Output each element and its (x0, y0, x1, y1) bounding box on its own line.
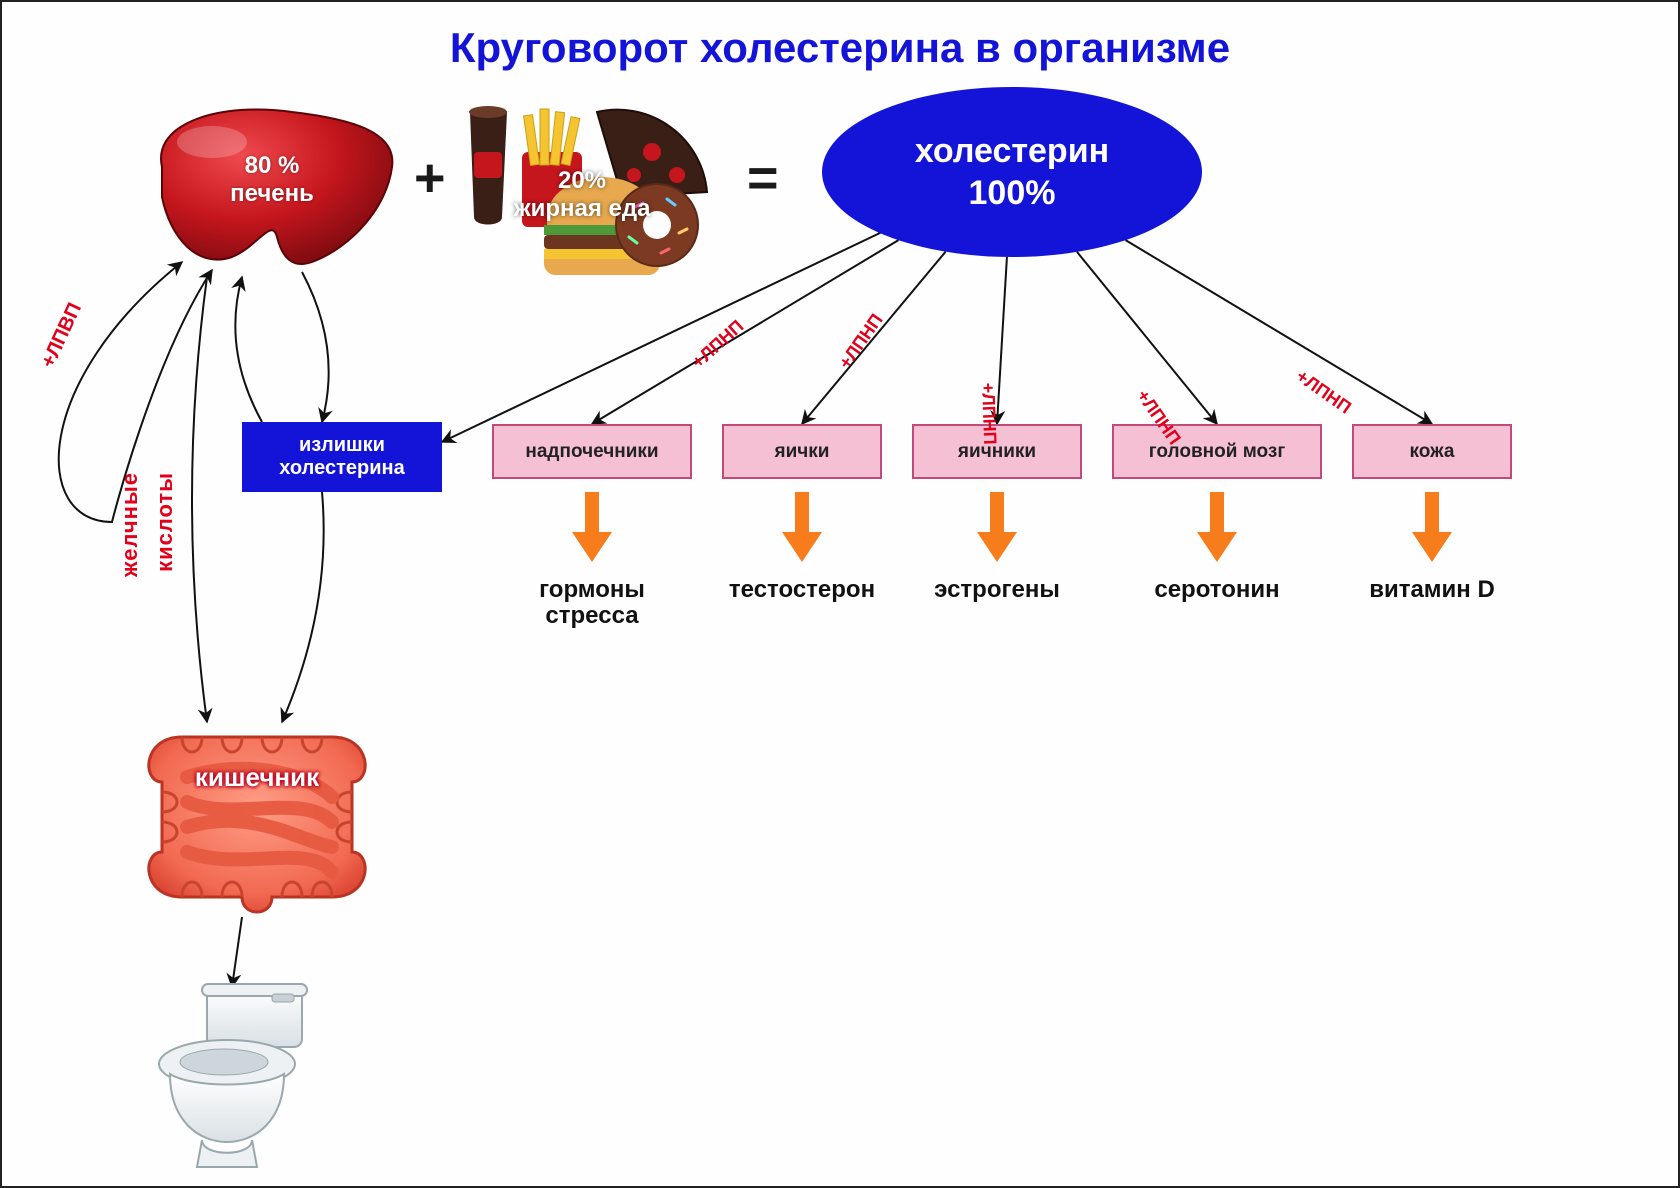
ldl-label-2: +ЛПНП (835, 310, 888, 373)
toilet-icon (152, 982, 312, 1172)
diagram-canvas: Круговорот холестерина в организме 80 % (0, 0, 1680, 1188)
down-arrow-adrenals (572, 492, 612, 562)
excess-cholesterol-box: излишки холестерина (242, 422, 442, 492)
ldl-label-3: +ЛПНП (977, 382, 1000, 445)
liver-percent: 80 % (245, 152, 300, 179)
down-arrow-ovaries (977, 492, 1017, 562)
intestine-node: кишечник (132, 722, 382, 922)
result-ovaries: эстрогены (902, 577, 1092, 603)
down-arrow-skin (1412, 492, 1452, 562)
ldl-label-1: +ЛПНП (688, 316, 748, 373)
down-arrow-testes (782, 492, 822, 562)
food-name: жирная еда (514, 195, 651, 222)
food-percent: 20% (558, 167, 606, 194)
target-box-testes: яички (722, 424, 882, 479)
intestine-icon (132, 722, 382, 922)
down-arrow-brain (1197, 492, 1237, 562)
plus-operator: + (414, 147, 446, 209)
toilet-node (152, 982, 312, 1172)
result-skin: витамин D (1342, 577, 1522, 603)
result-testes: тестостерон (712, 577, 892, 603)
liver-name: печень (230, 180, 314, 207)
bile-acids-label-1: желчные (117, 472, 145, 577)
food-node: 20% жирная еда (452, 97, 712, 277)
result-brain: серотонин (1102, 577, 1332, 603)
result-adrenals: гормоныстресса (482, 577, 702, 630)
target-box-skin: кожа (1352, 424, 1512, 479)
equals-operator: = (747, 147, 779, 209)
ldl-label-5: +ЛПНП (1292, 366, 1355, 419)
bile-acids-label-2: кислоты (152, 472, 180, 572)
food-label: 20% жирная еда (452, 167, 712, 222)
excess-label: излишки холестерина (279, 434, 404, 480)
liver-node: 80 % печень (142, 97, 402, 277)
liver-label: 80 % печень (142, 152, 402, 207)
intestine-label: кишечник (132, 762, 382, 793)
cholesterol-label: холестерин 100% (915, 130, 1109, 215)
hdl-label: +ЛПВП (37, 300, 87, 372)
target-box-brain: головной мозг (1112, 424, 1322, 479)
target-box-adrenals: надпочечники (492, 424, 692, 479)
diagram-title: Круговорот холестерина в организме (2, 24, 1678, 72)
cholesterol-ellipse: холестерин 100% (822, 87, 1202, 257)
